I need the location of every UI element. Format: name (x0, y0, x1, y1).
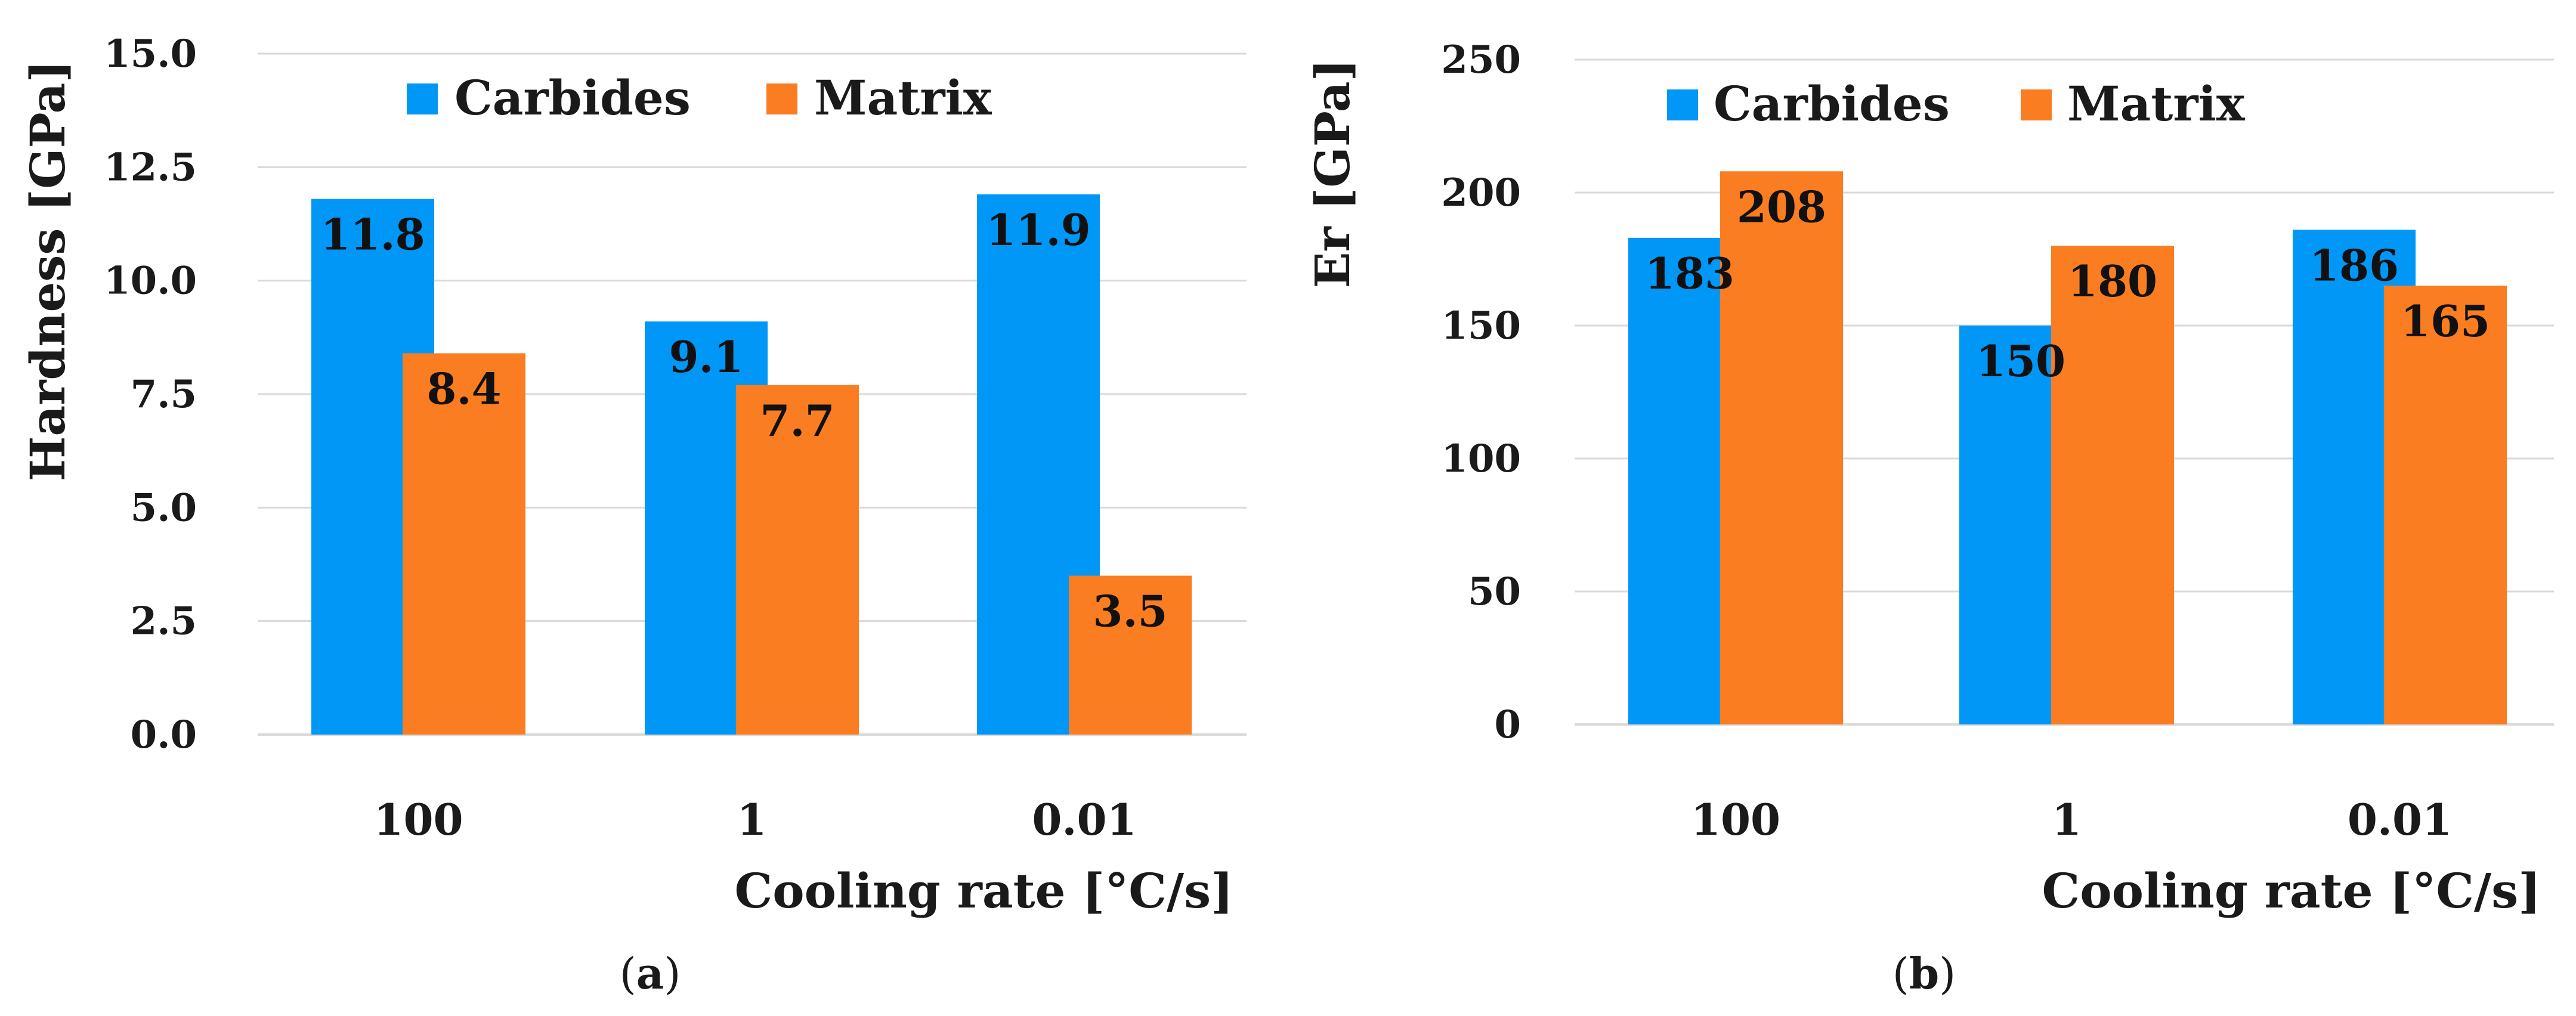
caption-a-letter: a (636, 948, 664, 999)
data-label-carbides: 183 (1645, 248, 1734, 299)
y-tick-label: 0.0 (131, 713, 197, 757)
chart-a-xticks: 100 1 0.01 (373, 794, 1136, 845)
data-label-matrix: 3.5 (1093, 586, 1167, 637)
chart-a-ylabel: Hardness [GPa] (20, 60, 76, 481)
legend-b-carbides-label: Carbides (1714, 76, 1950, 132)
data-label-carbides: 11.8 (320, 209, 425, 260)
y-tick-label: 2.5 (131, 599, 197, 644)
x-tick-label: 1 (2052, 794, 2082, 845)
chart-b-xticks: 100 1 0.01 (1691, 794, 2452, 845)
y-tick-label: 12.5 (104, 145, 197, 190)
x-tick-label: 100 (1691, 794, 1780, 845)
data-label-carbides: 11.9 (986, 205, 1090, 255)
y-tick-label: 250 (1441, 38, 1521, 82)
data-label-carbides: 150 (1976, 336, 2065, 386)
data-label-matrix: 180 (2068, 256, 2157, 306)
data-label-carbides: 9.1 (669, 332, 743, 382)
chart-a-xlabel: Cooling rate [°C/s] (735, 863, 1233, 919)
chart-a-bars (311, 194, 1192, 735)
x-tick-label: 0.01 (2348, 794, 2452, 845)
chart-b-xlabel: Cooling rate [°C/s] (2042, 863, 2541, 919)
x-tick-label: 100 (373, 794, 463, 845)
y-tick-label: 200 (1441, 171, 1521, 215)
data-label-matrix: 7.7 (760, 395, 834, 446)
legend-a-matrix-label: Matrix (814, 70, 992, 126)
chart-b-yticks: 0 50 100 150 200 250 (1441, 38, 1521, 747)
x-tick-label: 0.01 (1032, 794, 1136, 845)
chart-a-yticks: 0.0 2.5 5.0 7.5 10.0 12.5 15.0 (104, 32, 197, 757)
bar-matrix (1069, 575, 1192, 735)
y-tick-label: 0 (1494, 702, 1521, 747)
legend-b-carbides-swatch (1667, 89, 1698, 120)
y-tick-label: 15.0 (104, 32, 197, 76)
chart-b-ylabel: Er [GPa] (1304, 59, 1360, 289)
bar-matrix (2384, 286, 2507, 725)
legend-a-carbides-label: Carbides (454, 70, 691, 126)
y-tick-label: 10.0 (104, 259, 197, 303)
chart-b-bars (1628, 171, 2507, 725)
bar-matrix (2051, 246, 2174, 724)
data-label-carbides: 186 (2309, 240, 2399, 290)
caption-b-letter: b (1909, 948, 1939, 999)
data-label-matrix: 8.4 (426, 363, 501, 414)
legend-a-matrix-swatch (766, 83, 797, 114)
y-tick-label: 100 (1441, 436, 1521, 481)
chart-b-data-labels: 183 150 186 208 180 165 (1645, 181, 2490, 386)
chart-a-data-labels: 11.8 9.1 11.9 8.4 7.7 3.5 (320, 205, 1167, 637)
legend-a-carbides-swatch (407, 83, 438, 114)
data-label-matrix: 165 (2401, 296, 2490, 346)
chart-a: 0.0 2.5 5.0 7.5 10.0 12.5 15.0 11.8 9.1 11.9 8.4 7… (20, 32, 1247, 999)
y-tick-label: 7.5 (131, 372, 197, 417)
chart-b-legend: Carbides Matrix (1667, 76, 2246, 132)
y-tick-label: 150 (1441, 303, 1521, 348)
caption-b: (b) (1892, 948, 1956, 999)
legend-b-matrix-swatch (2021, 89, 2052, 120)
y-tick-label: 50 (1468, 569, 1521, 614)
bar-matrix (1720, 171, 1843, 724)
bar-matrix (403, 353, 525, 735)
caption-a: (a) (620, 948, 681, 999)
y-tick-label: 5.0 (131, 485, 197, 530)
data-label-matrix: 208 (1737, 181, 1826, 232)
chart-a-legend: Carbides Matrix (407, 70, 992, 126)
legend-b-matrix-label: Matrix (2067, 76, 2246, 132)
bar-matrix (736, 385, 859, 735)
x-tick-label: 1 (737, 794, 766, 845)
